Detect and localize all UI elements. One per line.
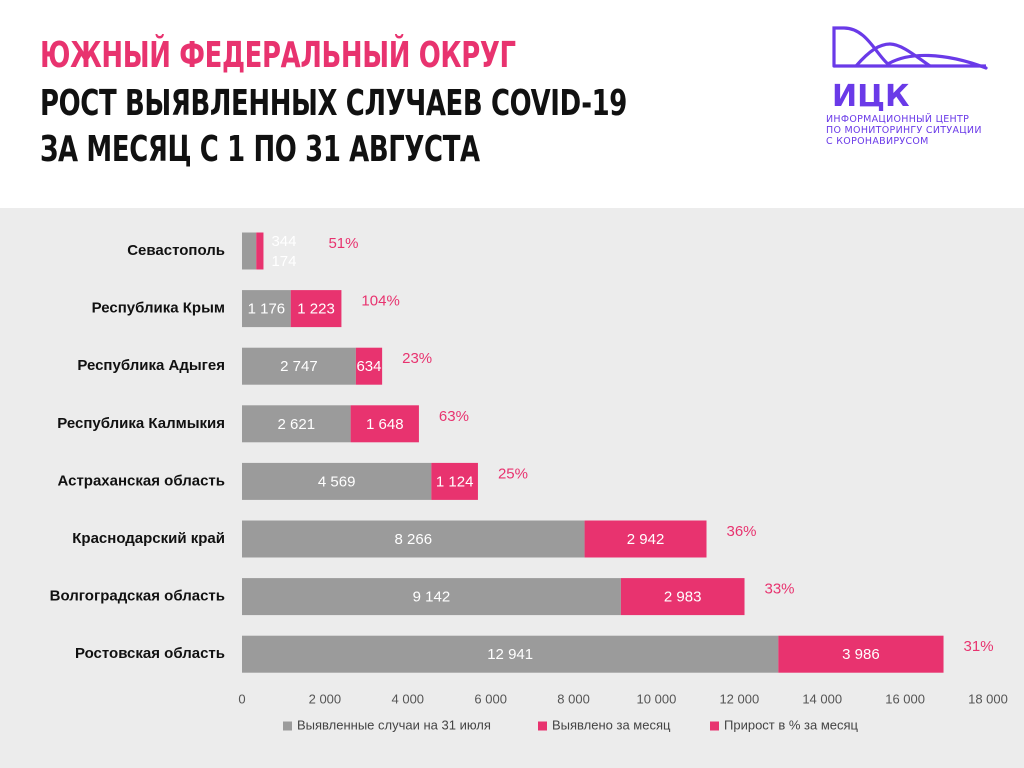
bar-base: [242, 290, 291, 328]
data-label-added: 174: [271, 253, 296, 270]
x-tick-label: 12 000: [719, 691, 759, 706]
bar-base: [242, 405, 351, 443]
data-label-base: 1 176: [248, 301, 286, 318]
chart-title: РОСТ ВЫЯВЛЕННЫХ СЛУЧАЕВ COVID-19: [40, 83, 627, 124]
data-label-base: 2 747: [280, 358, 318, 375]
data-label-base: 8 266: [395, 531, 433, 548]
data-label-added: 2 983: [664, 589, 702, 606]
growth-percent-label: 104%: [361, 293, 399, 310]
chart-area: Севастополь 344 174 51% Республика Крым 1 176…: [0, 208, 1024, 768]
x-tick-label: 18 000: [968, 691, 1008, 706]
category-label: Краснодарский край: [72, 530, 225, 547]
category-label: Республика Крым: [92, 300, 225, 317]
data-label-added: 3 986: [842, 646, 880, 663]
x-tick-label: 8 000: [557, 691, 590, 706]
data-label-added: 1 648: [366, 416, 404, 433]
growth-percent-label: 23%: [402, 350, 432, 367]
legend-label: Прирост в % за месяц: [724, 717, 859, 732]
category-label: Республика Адыгея: [77, 357, 225, 374]
data-label-base: 2 621: [278, 416, 316, 433]
category-label: Республика Калмыкия: [57, 415, 225, 432]
stacked-bar-chart: Севастополь 344 174 51% Республика Крым 1 176…: [50, 232, 1008, 732]
x-tick-label: 6 000: [474, 691, 507, 706]
bar-base: [242, 578, 621, 616]
logo-subtitle-line: С КОРОНАВИРУСОМ: [826, 136, 929, 147]
bar-added: [290, 290, 342, 328]
x-tick-label: 14 000: [802, 691, 842, 706]
category-label: Севастополь: [127, 242, 225, 259]
x-tick-label: 4 000: [392, 691, 425, 706]
itsk-logo: ИЦК ИНФОРМАЦИОННЫЙ ЦЕНТР ПО МОНИТОРИНГУ …: [826, 24, 996, 164]
category-label: Ростовская область: [75, 645, 225, 662]
logo-name: ИЦК: [832, 79, 910, 114]
x-tick-label: 16 000: [885, 691, 925, 706]
bar-base: [242, 232, 257, 270]
bar-added: [431, 462, 478, 500]
bar-added: [256, 232, 264, 270]
data-label-added: 2 942: [627, 531, 665, 548]
legend-swatch: [538, 721, 547, 731]
bar-added: [350, 405, 419, 443]
data-label-base: 12 941: [487, 646, 533, 663]
itsk-logo-graphic: ИЦК: [832, 26, 988, 114]
growth-percent-label: 63%: [439, 408, 469, 425]
logo-subtitle-line: ИНФОРМАЦИОННЫЙ ЦЕНТР: [826, 114, 970, 125]
growth-percent-label: 33%: [765, 581, 795, 598]
growth-percent-label: 36%: [727, 523, 757, 540]
growth-percent-label: 51%: [328, 235, 358, 252]
data-label-added: 1 124: [436, 473, 474, 490]
bar-base: [242, 462, 432, 500]
data-label-added: 634: [356, 358, 381, 375]
growth-percent-label: 31%: [964, 638, 994, 655]
legend-label: Выявлено за месяц: [552, 717, 671, 732]
header: ЮЖНЫЙ ФЕДЕРАЛЬНЫЙ ОКРУГ РОСТ ВЫЯВЛЕННЫХ …: [0, 0, 1024, 208]
x-tick-label: 10 000: [637, 691, 677, 706]
bar-base: [242, 520, 585, 558]
legend-label: Выявленные случаи на 31 июля: [297, 717, 491, 732]
data-label-base: 4 569: [318, 473, 356, 490]
category-label: Волгоградская область: [50, 588, 225, 605]
logo-subtitle: ИНФОРМАЦИОННЫЙ ЦЕНТР ПО МОНИТОРИНГУ СИТУ…: [826, 114, 996, 147]
bar-added: [620, 578, 745, 616]
x-tick-label: 2 000: [309, 691, 342, 706]
chart-subtitle: ЗА МЕСЯЦ С 1 ПО 31 АВГУСТА: [40, 129, 480, 170]
data-label-base: 9 142: [413, 589, 451, 606]
category-label: Астраханская область: [57, 472, 225, 489]
data-label-base: 344: [271, 233, 296, 250]
bar-added: [584, 520, 707, 558]
bar-base: [242, 635, 779, 673]
legend-swatch: [283, 721, 292, 731]
growth-percent-label: 25%: [498, 465, 528, 482]
logo-subtitle-line: ПО МОНИТОРИНГУ СИТУАЦИИ: [826, 125, 982, 136]
bar-added: [778, 635, 944, 673]
x-tick-label: 0: [238, 691, 245, 706]
region-title: ЮЖНЫЙ ФЕДЕРАЛЬНЫЙ ОКРУГ: [40, 35, 516, 76]
data-label-added: 1 223: [297, 301, 335, 318]
legend-swatch: [710, 721, 719, 731]
bar-added: [355, 347, 383, 385]
bar-base: [242, 347, 356, 385]
